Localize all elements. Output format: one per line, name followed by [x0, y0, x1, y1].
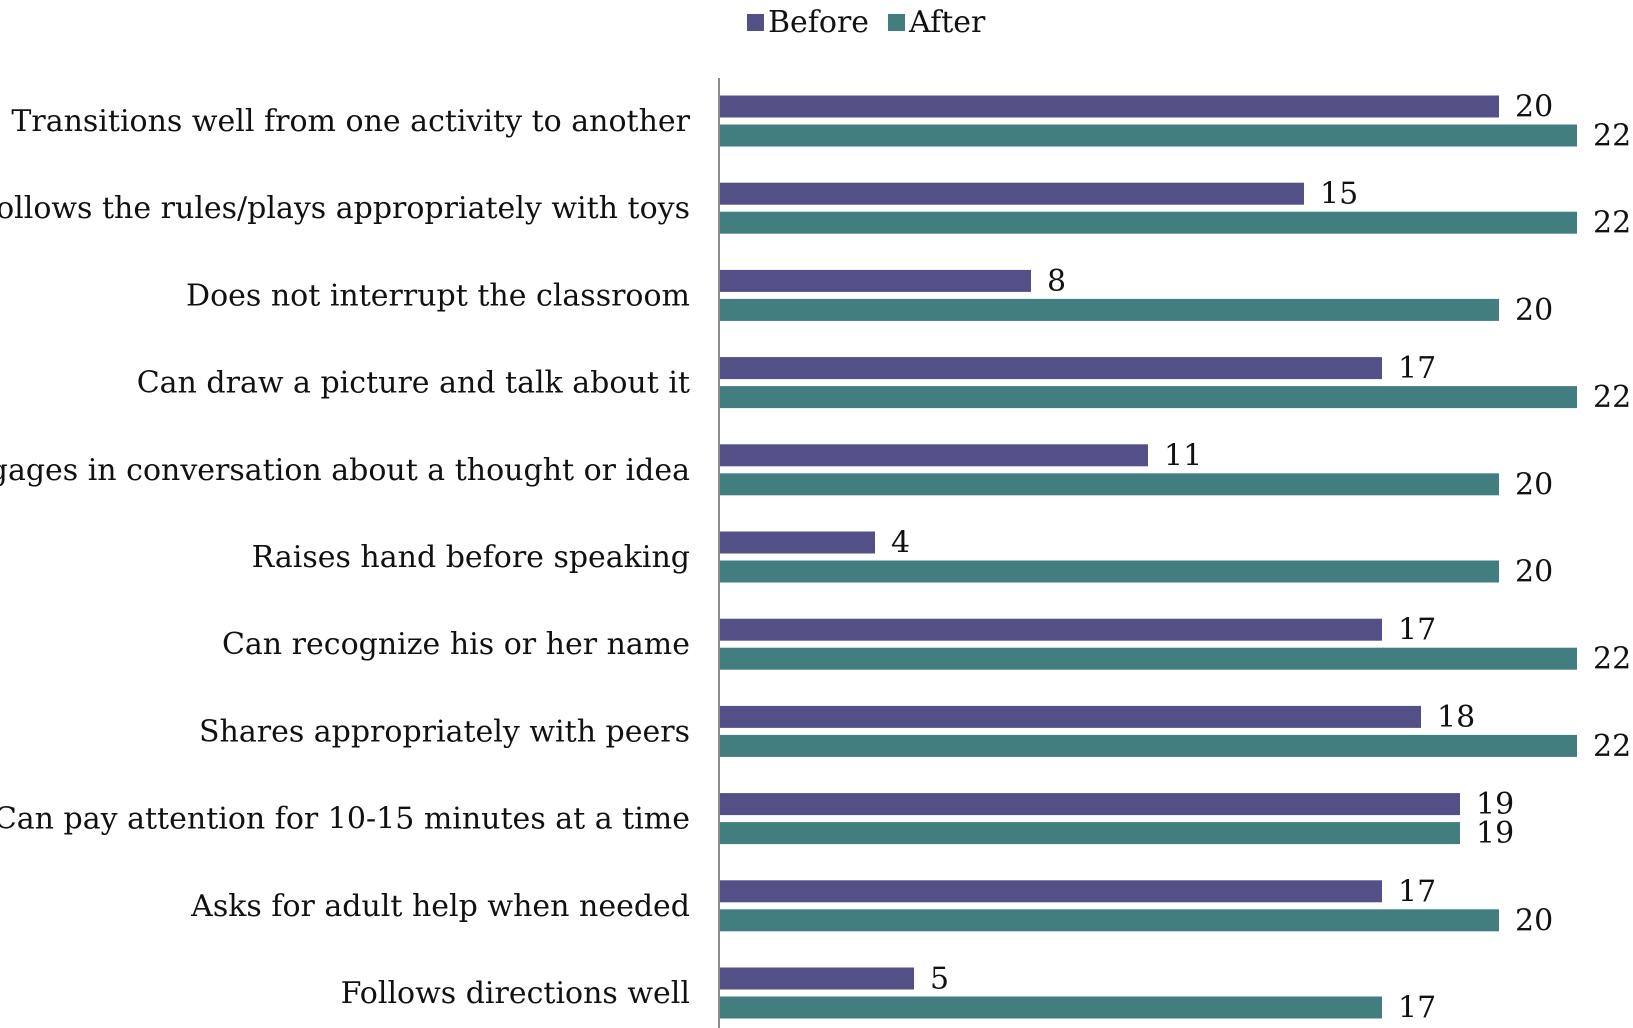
- legend-label-before: Before: [768, 5, 869, 40]
- category-label: Raises hand before speaking: [252, 540, 690, 575]
- bar-after: [719, 473, 1499, 496]
- bar-before: [719, 967, 914, 990]
- category-labels: Transitions well from one activity to an…: [0, 104, 691, 1011]
- bar-after: [719, 386, 1577, 409]
- bar-after: [719, 211, 1577, 234]
- bar-after: [719, 124, 1577, 147]
- data-label: 17: [1398, 351, 1436, 386]
- bar-before: [719, 269, 1031, 292]
- bar-after: [719, 909, 1499, 932]
- legend: Before After: [747, 5, 986, 40]
- category-label: Can recognize his or her name: [222, 627, 690, 662]
- category-label: Asks for adult help when needed: [190, 889, 690, 924]
- bar-after: [719, 996, 1382, 1019]
- bar-before: [719, 793, 1460, 816]
- category-label: Shares appropriately with peers: [199, 714, 690, 749]
- data-label: 19: [1476, 816, 1514, 851]
- data-label: 22: [1593, 206, 1631, 241]
- bar-after: [719, 560, 1499, 583]
- data-label: 17: [1398, 874, 1436, 909]
- category-label: Engages in conversation about a thought …: [0, 453, 690, 488]
- bar-before: [719, 95, 1499, 118]
- data-label: 18: [1437, 700, 1475, 735]
- bar-before: [719, 357, 1382, 380]
- data-label: 20: [1515, 293, 1553, 328]
- bar-before: [719, 705, 1421, 728]
- data-label: 11: [1164, 438, 1202, 473]
- data-label: 22: [1593, 729, 1631, 764]
- data-label: 20: [1515, 90, 1553, 125]
- bar-before: [719, 618, 1382, 641]
- bar-before: [719, 182, 1304, 205]
- legend-swatch-after: [888, 14, 905, 31]
- data-label: 19: [1476, 787, 1514, 822]
- data-label: 17: [1398, 613, 1436, 648]
- legend-swatch-before: [747, 14, 764, 31]
- bars: [719, 95, 1577, 1019]
- data-label: 20: [1515, 903, 1553, 938]
- data-label: 20: [1515, 467, 1553, 502]
- legend-label-after: After: [908, 5, 986, 40]
- category-label: Transitions well from one activity to an…: [11, 104, 690, 139]
- data-label: 22: [1593, 119, 1631, 154]
- bar-after: [719, 822, 1460, 845]
- data-label: 5: [930, 962, 949, 997]
- bar-after: [719, 734, 1577, 757]
- data-label: 22: [1593, 380, 1631, 415]
- bar-after: [719, 298, 1499, 321]
- data-label: 8: [1047, 264, 1066, 299]
- data-label: 15: [1320, 177, 1358, 212]
- data-label: 17: [1398, 991, 1436, 1026]
- category-label: Follows the rules/plays appropriately wi…: [0, 191, 690, 226]
- data-label: 20: [1515, 555, 1553, 590]
- data-label: 22: [1593, 642, 1631, 677]
- data-label: 4: [891, 526, 910, 561]
- category-label: Can draw a picture and talk about it: [137, 366, 690, 401]
- bar-after: [719, 647, 1577, 670]
- bar-before: [719, 880, 1382, 903]
- category-label: Follows directions well: [341, 976, 690, 1011]
- bar-before: [719, 444, 1148, 467]
- category-label: Can pay attention for 10-15 minutes at a…: [0, 802, 690, 837]
- bar-before: [719, 531, 875, 554]
- category-label: Does not interrupt the classroom: [186, 278, 690, 313]
